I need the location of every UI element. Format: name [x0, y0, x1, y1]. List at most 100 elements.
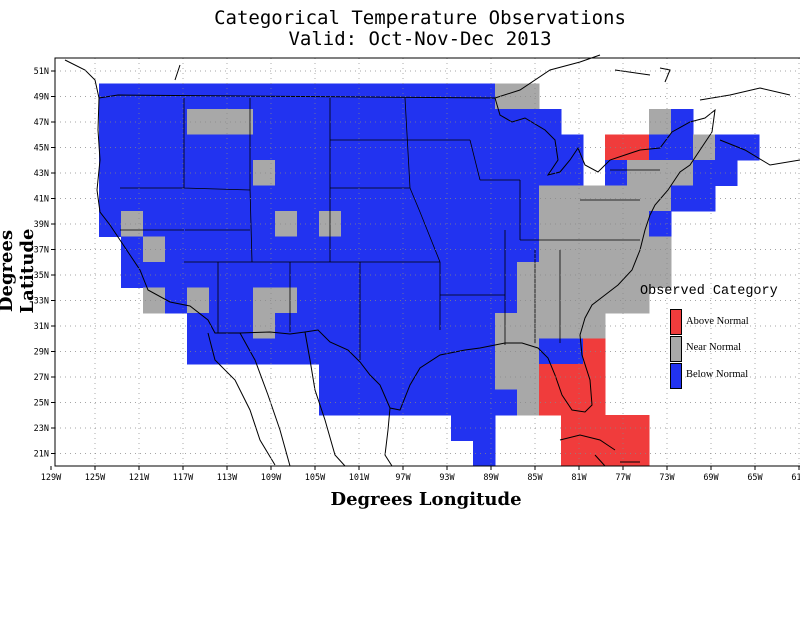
- grid-cell: [627, 160, 650, 186]
- grid-cell: [517, 211, 540, 237]
- grid-cell: [363, 236, 386, 263]
- grid-cell: [517, 83, 540, 110]
- grid-cell: [605, 134, 628, 161]
- lat-tick-label: 23N: [34, 424, 49, 434]
- grid-cell: [473, 313, 496, 339]
- grid-cell: [143, 109, 166, 135]
- grid-cell: [583, 364, 606, 390]
- grid-cell: [693, 134, 716, 161]
- lon-tick-label: 101W: [349, 473, 370, 483]
- grid-cell: [495, 109, 518, 135]
- lat-tick-label: 21N: [34, 450, 49, 460]
- lat-tick-label: 33N: [34, 297, 49, 307]
- grid-cell: [275, 160, 298, 186]
- lat-tick-label: 39N: [34, 220, 49, 230]
- grid-cell: [495, 262, 518, 288]
- grid-cell: [363, 338, 386, 365]
- boundary-lines: [64, 54, 800, 467]
- grid-cell: [231, 287, 254, 314]
- grid-cell: [121, 83, 144, 110]
- grid-cell: [143, 160, 166, 186]
- y-axis-title: Degrees Latitude: [0, 228, 38, 314]
- grid-cell: [561, 364, 584, 390]
- us-outline: [96, 94, 716, 413]
- grid-cell: [605, 287, 628, 314]
- grid-cell: [187, 134, 210, 161]
- grid-cell: [407, 160, 430, 186]
- grid-cell: [121, 160, 144, 186]
- grid-cell: [517, 338, 540, 365]
- grid-cell: [517, 313, 540, 339]
- grid-cell: [583, 389, 606, 416]
- grid-cell: [187, 83, 210, 110]
- grid-cell: [187, 262, 210, 288]
- grid-cell: [341, 338, 364, 365]
- grid-cell: [605, 211, 628, 237]
- grid-cell: [341, 236, 364, 263]
- lat-tick-label: 49N: [34, 93, 49, 103]
- grid-cell: [561, 389, 584, 416]
- grid-cell: [297, 262, 320, 288]
- grid-cell: [473, 389, 496, 416]
- grid-cell: [385, 313, 408, 339]
- grid-cell: [473, 83, 496, 110]
- grid-cell: [341, 262, 364, 288]
- grid-cell: [407, 185, 430, 212]
- grid-cell: [407, 287, 430, 314]
- grid-cell: [583, 211, 606, 237]
- grid-cell: [187, 338, 210, 365]
- grid-cell: [561, 313, 584, 339]
- grid-cell: [341, 211, 364, 237]
- mexico-outline: [207, 331, 393, 467]
- grid-cell: [693, 160, 716, 186]
- lat-tick-label: 31N: [34, 322, 49, 332]
- grid-cell: [165, 134, 188, 161]
- grid-cell: [165, 185, 188, 212]
- grid-cell: [407, 236, 430, 263]
- grid-cell: [451, 313, 474, 339]
- grid-cell: [341, 364, 364, 390]
- grid-cell: [451, 415, 474, 441]
- grid-cell: [385, 211, 408, 237]
- grid-cell: [231, 83, 254, 110]
- plot-frame: [54, 57, 800, 467]
- grid-cell: [187, 109, 210, 135]
- grid-cell: [495, 236, 518, 263]
- lat-tick-label: 41N: [34, 195, 49, 205]
- grid-cell: [253, 109, 276, 135]
- grid-cell: [671, 109, 694, 135]
- legend-swatch-above: [670, 309, 682, 335]
- grid-cell: [693, 185, 716, 212]
- chart-title: Categorical Temperature Observations: [214, 7, 626, 29]
- grid-cell: [561, 415, 584, 441]
- grid-cell: [407, 83, 430, 110]
- grid-cell: [473, 211, 496, 237]
- lon-tick-label: 65W: [747, 473, 763, 483]
- grid-cell: [363, 160, 386, 186]
- grid-cell: [517, 134, 540, 161]
- lon-tick-label: 121W: [129, 473, 150, 483]
- grid-cell: [605, 185, 628, 212]
- grid-cell: [561, 160, 584, 186]
- lon-tick-label: 97W: [395, 473, 411, 483]
- grid-cell: [407, 389, 430, 416]
- longitude-ticks: 129W 125W 121W 117W 113W 109W 105W 101W 97W 93W 89…: [41, 466, 800, 483]
- grid-cell: [451, 134, 474, 161]
- lat-tick-label: 35N: [34, 271, 49, 281]
- grid-cell: [121, 109, 144, 135]
- grid-cell: [605, 415, 628, 441]
- grid-cell: [495, 160, 518, 186]
- grid-cell: [385, 389, 408, 416]
- grid-cell: [583, 262, 606, 288]
- grid-cell: [275, 109, 298, 135]
- grid-cell: [165, 262, 188, 288]
- grid-cell: [363, 287, 386, 314]
- grid-cell: [517, 389, 540, 416]
- grid-cell: [385, 109, 408, 135]
- grid-cell: [627, 236, 650, 263]
- grid-cell: [451, 185, 474, 212]
- grid-cell: [297, 185, 320, 212]
- grid-cell: [187, 313, 210, 339]
- grid-cell: [671, 185, 694, 212]
- grid-cell: [231, 236, 254, 263]
